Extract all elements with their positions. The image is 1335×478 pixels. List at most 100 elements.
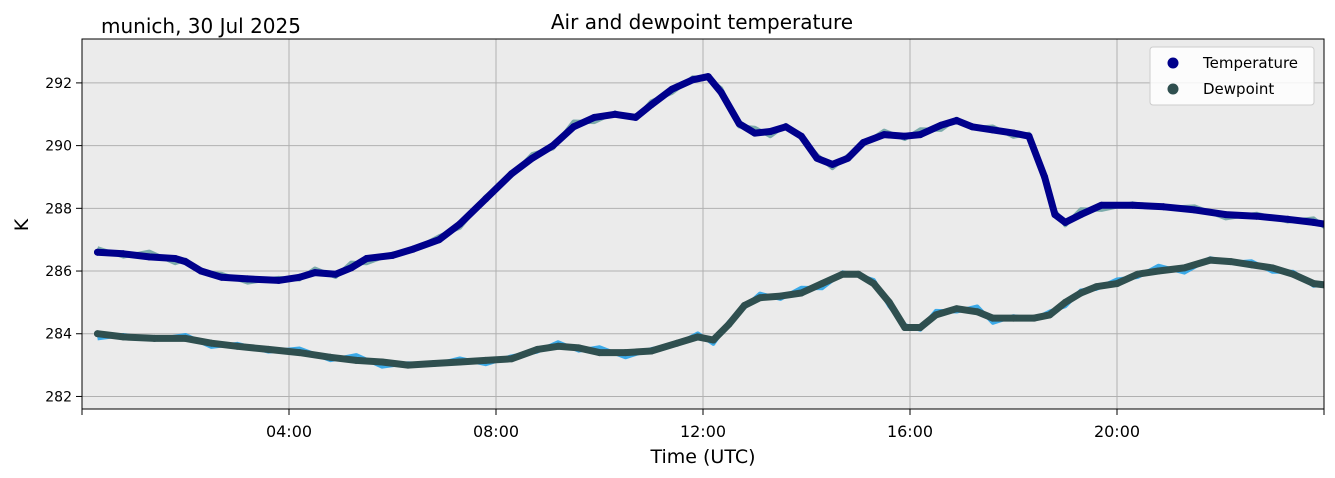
dewpoint-point <box>1289 270 1297 278</box>
temperature-point <box>1077 211 1085 219</box>
y-tick-label: 290 <box>45 139 72 155</box>
dewpoint-point <box>554 342 562 350</box>
temperature-point <box>590 113 598 121</box>
temperature-point <box>482 195 490 203</box>
dewpoint-point <box>901 324 909 331</box>
temperature-point <box>813 154 821 162</box>
temperature-point <box>409 245 417 253</box>
dewpoint-point <box>295 349 303 357</box>
dewpoint-point <box>326 353 334 361</box>
dewpoint-point <box>456 358 464 366</box>
dewpoint-point <box>1077 289 1085 297</box>
dewpoint-point <box>1061 298 1069 306</box>
temperature-legend-label: Temperature <box>1202 54 1298 72</box>
temperature-point <box>549 142 557 150</box>
temperature-point <box>1041 173 1049 181</box>
dewpoint-point <box>839 270 847 278</box>
temperature-point <box>916 131 924 139</box>
temperature-point <box>901 132 909 140</box>
temperature-point <box>1051 211 1059 219</box>
dewpoint-legend-marker <box>1167 83 1179 95</box>
dewpoint-point <box>264 345 272 353</box>
dewpoint-point <box>1227 258 1235 266</box>
temperature-point <box>647 101 655 109</box>
x-tick-label: 04:00 <box>266 422 312 441</box>
x-tick-label: 16:00 <box>887 422 933 441</box>
temperature-point <box>751 129 759 137</box>
temperature-point <box>937 121 945 129</box>
dewpoint-point <box>854 270 862 278</box>
temperature-point <box>844 154 852 162</box>
x-axis-label: Time (UTC) <box>649 446 755 468</box>
dewpoint-point <box>1113 280 1121 288</box>
x-tick-label: 08:00 <box>473 422 519 441</box>
temperature-point <box>182 258 189 266</box>
chart-title: Air and dewpoint temperature <box>551 10 853 34</box>
axis-ticks: 04:00 08:00 12:00 16:00 20:00 282 284 286 288 290… <box>45 76 1325 441</box>
dewpoint-point <box>673 339 681 347</box>
dewpoint-point <box>973 308 981 316</box>
temperature-point <box>1191 206 1199 214</box>
temperature-point <box>1222 211 1230 219</box>
temperature-point <box>363 255 371 262</box>
dewpoint-point <box>596 349 603 357</box>
legend-box <box>1149 46 1315 106</box>
temperature-point <box>94 248 101 256</box>
dewpoint-point <box>621 349 629 357</box>
dewpoint-point <box>508 355 515 363</box>
dewpoint-point <box>533 345 541 353</box>
temperature-point <box>989 126 997 134</box>
dewpoint-point <box>1134 270 1142 278</box>
temperature-point <box>145 253 153 261</box>
temperature-point <box>611 110 619 118</box>
dewpoint-point <box>1092 283 1100 291</box>
dewpoint-point <box>1010 314 1017 322</box>
temperature-point <box>880 131 888 139</box>
y-tick-label: 282 <box>45 389 72 405</box>
temperature-point <box>347 264 355 272</box>
temperature-point <box>859 139 867 146</box>
temperature-point <box>632 113 640 121</box>
temperature-point <box>1253 212 1261 220</box>
dewpoint-point <box>797 289 805 297</box>
dewpoint-point <box>430 360 438 367</box>
y-tick-label: 288 <box>45 201 72 217</box>
temperature-point <box>782 123 790 131</box>
dewpoint-point <box>777 292 785 300</box>
dewpoint-point <box>740 302 748 309</box>
dewpoint-point <box>1206 256 1214 264</box>
temperature-point <box>1320 220 1324 228</box>
dewpoint-point <box>647 347 655 355</box>
dewpoint-point <box>482 356 490 364</box>
temperature-point <box>828 160 836 168</box>
dewpoint-point <box>1180 264 1188 272</box>
temperature-point <box>311 269 319 277</box>
temperature-legend-marker <box>1167 57 1179 69</box>
dewpoint-point <box>1154 267 1162 275</box>
temperature-point <box>295 273 303 281</box>
x-tick-label: 20:00 <box>1094 422 1140 441</box>
dewpoint-point <box>1310 280 1318 288</box>
temperature-point <box>389 251 396 259</box>
dewpoint-point <box>756 294 764 302</box>
temperature-point <box>735 120 743 128</box>
temperature-point <box>197 267 205 275</box>
temperature-point <box>689 76 697 84</box>
dewpoint-point <box>233 342 241 350</box>
temperature-point <box>570 123 578 131</box>
dewpoint-point <box>709 336 717 344</box>
y-tick-label: 292 <box>45 76 72 92</box>
dewpoint-point <box>378 358 386 366</box>
y-axis-label: K <box>11 218 33 231</box>
temperature-point <box>1310 218 1318 226</box>
temperature-point <box>1129 201 1136 209</box>
temperature-point <box>766 128 774 135</box>
temperature-point <box>668 85 676 93</box>
dewpoint-point <box>182 334 189 342</box>
dewpoint-point <box>1030 314 1038 322</box>
dewpoint-point <box>94 330 101 338</box>
temperature-point <box>218 273 226 281</box>
dewpoint-point <box>1046 311 1054 319</box>
temperature-point <box>456 220 464 228</box>
